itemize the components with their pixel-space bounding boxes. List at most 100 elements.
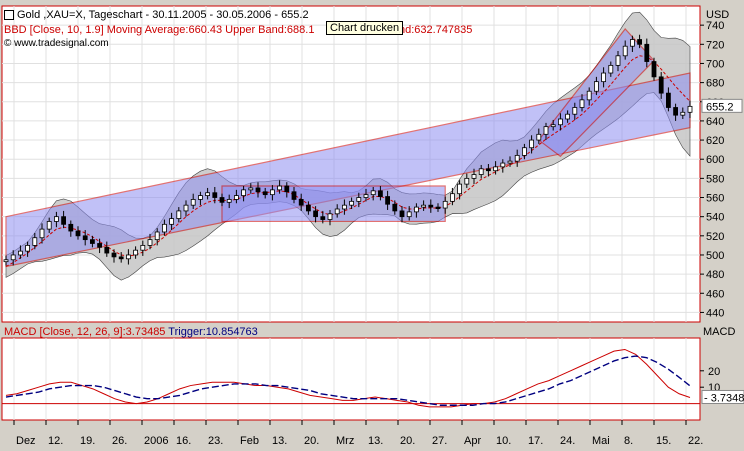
- date-tick-label: 8.: [624, 435, 633, 447]
- date-tick-label: 2006: [144, 435, 168, 447]
- candle-body: [111, 252, 117, 258]
- date-tick-label: Mai: [592, 435, 610, 447]
- candle-body: [377, 190, 383, 197]
- price-tick-label: 700: [706, 58, 724, 70]
- candle-body: [147, 239, 153, 246]
- candle-body: [90, 239, 95, 244]
- candle-body: [507, 160, 513, 164]
- candle-body: [601, 72, 606, 83]
- candle-body: [46, 221, 52, 230]
- candle-body: [190, 199, 196, 206]
- candle-body: [298, 199, 304, 206]
- date-tick-label: 23.: [208, 435, 223, 447]
- candle-body: [356, 197, 362, 202]
- date-tick-label: Mrz: [336, 435, 354, 447]
- candle-body: [493, 166, 499, 172]
- date-tick-label: 20.: [304, 435, 319, 447]
- price-panel[interactable]: 4404604805005205405605806006206406606807…: [1, 5, 743, 323]
- date-tick-label: Dez: [16, 435, 36, 447]
- candle-body: [406, 211, 412, 218]
- candle-body: [536, 133, 542, 141]
- candle-body: [399, 210, 405, 218]
- date-tick-label: 26.: [112, 435, 127, 447]
- date-tick-label: 19.: [80, 435, 95, 447]
- candle-body: [197, 195, 203, 200]
- candle-body: [529, 139, 534, 149]
- price-tick-label: 580: [706, 173, 724, 185]
- candle-body: [233, 195, 239, 200]
- date-tick-label: 15.: [656, 435, 671, 447]
- price-tick-label: 540: [706, 212, 724, 224]
- source-label: © www.tradesignal.com: [4, 38, 109, 49]
- macd-plot-area: [1, 337, 701, 421]
- candle-body: [485, 168, 491, 172]
- candle-body: [205, 192, 211, 197]
- candle-body: [262, 191, 268, 196]
- candle-body: [68, 223, 74, 232]
- candle-body: [320, 216, 326, 220]
- macd-value-box: [701, 389, 744, 404]
- date-tick-label: 17.: [528, 435, 543, 447]
- date-tick-label: 27.: [432, 435, 447, 447]
- candle-body: [248, 187, 254, 191]
- chart-title: Gold ,XAU=X, Tageschart - 30.11.2005 - 3…: [4, 9, 309, 21]
- candle-body: [75, 230, 81, 237]
- candle-body: [183, 204, 189, 212]
- candle-body: [154, 231, 160, 241]
- candle-body: [133, 249, 139, 256]
- candle-body: [622, 45, 628, 57]
- candle-body: [17, 250, 23, 256]
- candle-body: [666, 92, 671, 108]
- candle-body: [54, 216, 59, 222]
- macd-line: [5, 348, 691, 408]
- candle-body: [277, 185, 283, 191]
- candle-body: [644, 43, 650, 62]
- candle-body: [61, 216, 66, 225]
- candle-body: [118, 256, 124, 260]
- candle-body: [363, 194, 369, 198]
- candle-body: [334, 208, 340, 215]
- price-tick-label: 740: [706, 20, 724, 32]
- candle-body: [291, 191, 297, 200]
- date-tick-label: 22.: [688, 435, 703, 447]
- price-tick-label: 680: [706, 78, 724, 90]
- candle-body: [349, 200, 355, 206]
- copyright-icon: ©: [4, 38, 12, 49]
- currency-label: USD: [706, 9, 730, 21]
- bbd-legend-tail: nd:632.747835: [399, 24, 473, 36]
- candle-body: [680, 111, 686, 116]
- candle-body: [651, 61, 657, 78]
- candle-body: [457, 183, 463, 195]
- date-tick-label: 12.: [48, 435, 63, 447]
- candle-body: [255, 187, 261, 193]
- price-tick-label: 500: [706, 250, 724, 262]
- price-tick-label: 560: [706, 193, 724, 205]
- candle-body: [594, 81, 599, 92]
- price-tick-label: 520: [706, 231, 724, 243]
- candle-body: [658, 76, 664, 94]
- candle-body: [104, 246, 110, 254]
- candle-body: [140, 244, 146, 251]
- date-tick-label: Apr: [464, 435, 481, 447]
- candle-body: [608, 64, 614, 74]
- date-tick-label: 24.: [560, 435, 575, 447]
- candle-body: [550, 124, 556, 128]
- bbd-legend-label: BBD [Close, 10, 1.9] Moving Average:660.…: [4, 24, 315, 36]
- candle-body: [558, 118, 563, 126]
- candle-body: [687, 105, 693, 113]
- macd-legend: MACD [Close, 12, 26, 9]:3.73485 Trigger:…: [4, 326, 258, 338]
- candle-body: [514, 154, 520, 162]
- price-tick-label: 600: [706, 154, 724, 166]
- candle-body: [586, 90, 592, 101]
- chart-icon: [4, 10, 14, 21]
- candle-body: [637, 39, 642, 45]
- price-tick-label: 460: [706, 288, 724, 300]
- candle-body: [161, 223, 167, 233]
- candle-body: [226, 199, 232, 203]
- date-tick-label: 16.: [176, 435, 191, 447]
- candle-body: [269, 189, 275, 196]
- candle-body: [327, 213, 333, 220]
- candle-body: [471, 174, 477, 179]
- candle-body: [241, 189, 247, 196]
